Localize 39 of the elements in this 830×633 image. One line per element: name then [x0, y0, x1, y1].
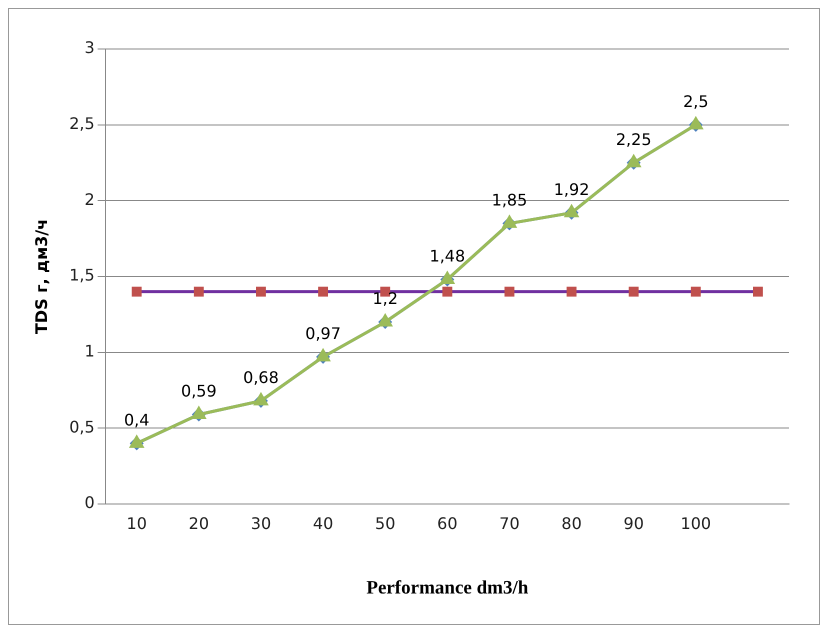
y-tick-label: 2,5	[69, 114, 95, 133]
x-axis-title: Performance dm3/h	[366, 578, 529, 599]
data-label: 2,25	[616, 130, 652, 149]
data-label: 0,59	[181, 382, 217, 401]
y-tick-label: 1,5	[69, 266, 95, 285]
point	[566, 286, 577, 297]
point	[752, 286, 763, 297]
data-label: 1,85	[492, 190, 528, 210]
x-tick-label: 70	[499, 514, 520, 533]
point	[132, 286, 142, 297]
data-label: 1,2	[372, 289, 398, 308]
x-tick-label: 10	[126, 514, 147, 533]
x-tick-label: 60	[437, 514, 458, 533]
point	[194, 286, 204, 297]
data-label: 2,5	[683, 92, 709, 111]
point	[628, 286, 639, 297]
point	[256, 286, 266, 297]
y-tick-label: 3	[84, 38, 95, 58]
data-label: 0,4	[124, 410, 150, 430]
point	[442, 286, 452, 297]
x-tick-label: 100	[680, 514, 712, 533]
point	[318, 286, 328, 297]
x-tick-label: 90	[624, 514, 644, 533]
x-tick-label: 40	[312, 514, 334, 533]
data-label: 1,48	[430, 246, 466, 266]
y-tick-label: 0,5	[69, 417, 95, 436]
point	[690, 286, 701, 297]
y-tick-label: 2	[84, 190, 95, 209]
x-tick-label: 50	[375, 514, 396, 533]
y-axis-title: TDS г, дм3/ч	[32, 218, 51, 334]
y-tick-label: 1	[84, 341, 95, 360]
x-tick-label: 80	[561, 514, 582, 533]
data-label: 0,97	[305, 324, 341, 344]
x-tick-label: 20	[188, 514, 210, 533]
y-tick-label: 0	[84, 493, 95, 512]
point	[504, 286, 514, 297]
x-tick-label: 30	[250, 514, 272, 533]
data-label: 1,92	[554, 180, 590, 199]
data-label: 0,68	[243, 368, 279, 388]
